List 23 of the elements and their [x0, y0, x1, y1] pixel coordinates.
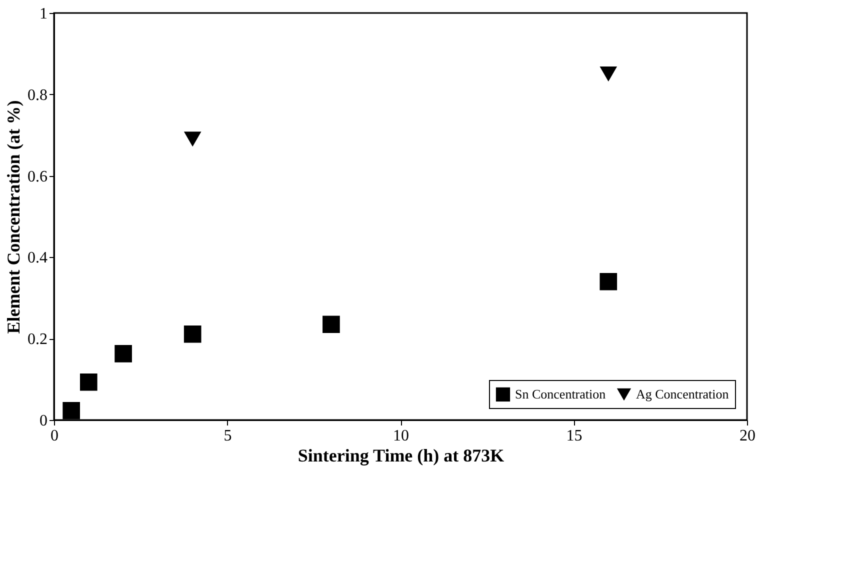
y-tick-label: 0.6 [28, 168, 48, 186]
x-tick-label: 15 [566, 428, 582, 444]
point [322, 316, 340, 334]
x-tick-label: 10 [393, 428, 409, 444]
y-tick-label: 0.8 [28, 86, 48, 104]
x-tick-label: 5 [224, 428, 232, 444]
point [600, 272, 618, 290]
x-tick-label: 20 [740, 428, 756, 444]
point [62, 402, 80, 420]
point [80, 373, 98, 391]
legend-label: Sn Concentration [515, 386, 606, 402]
point [184, 132, 202, 147]
x-tick-label: 0 [50, 428, 58, 444]
y-tick-label: 1 [40, 6, 48, 22]
legend-label: Ag Concentration [636, 386, 730, 402]
y-tick-label: 0 [40, 412, 48, 430]
point [114, 345, 132, 362]
point [600, 66, 618, 82]
x-axis-title: Sintering Time (h) at 873K [298, 446, 504, 466]
y-tick-label: 0.4 [28, 250, 48, 267]
y-axis-title: Element Concentration (at %) [4, 100, 24, 334]
point [184, 325, 202, 343]
y-tick-label: 0.2 [28, 331, 48, 348]
